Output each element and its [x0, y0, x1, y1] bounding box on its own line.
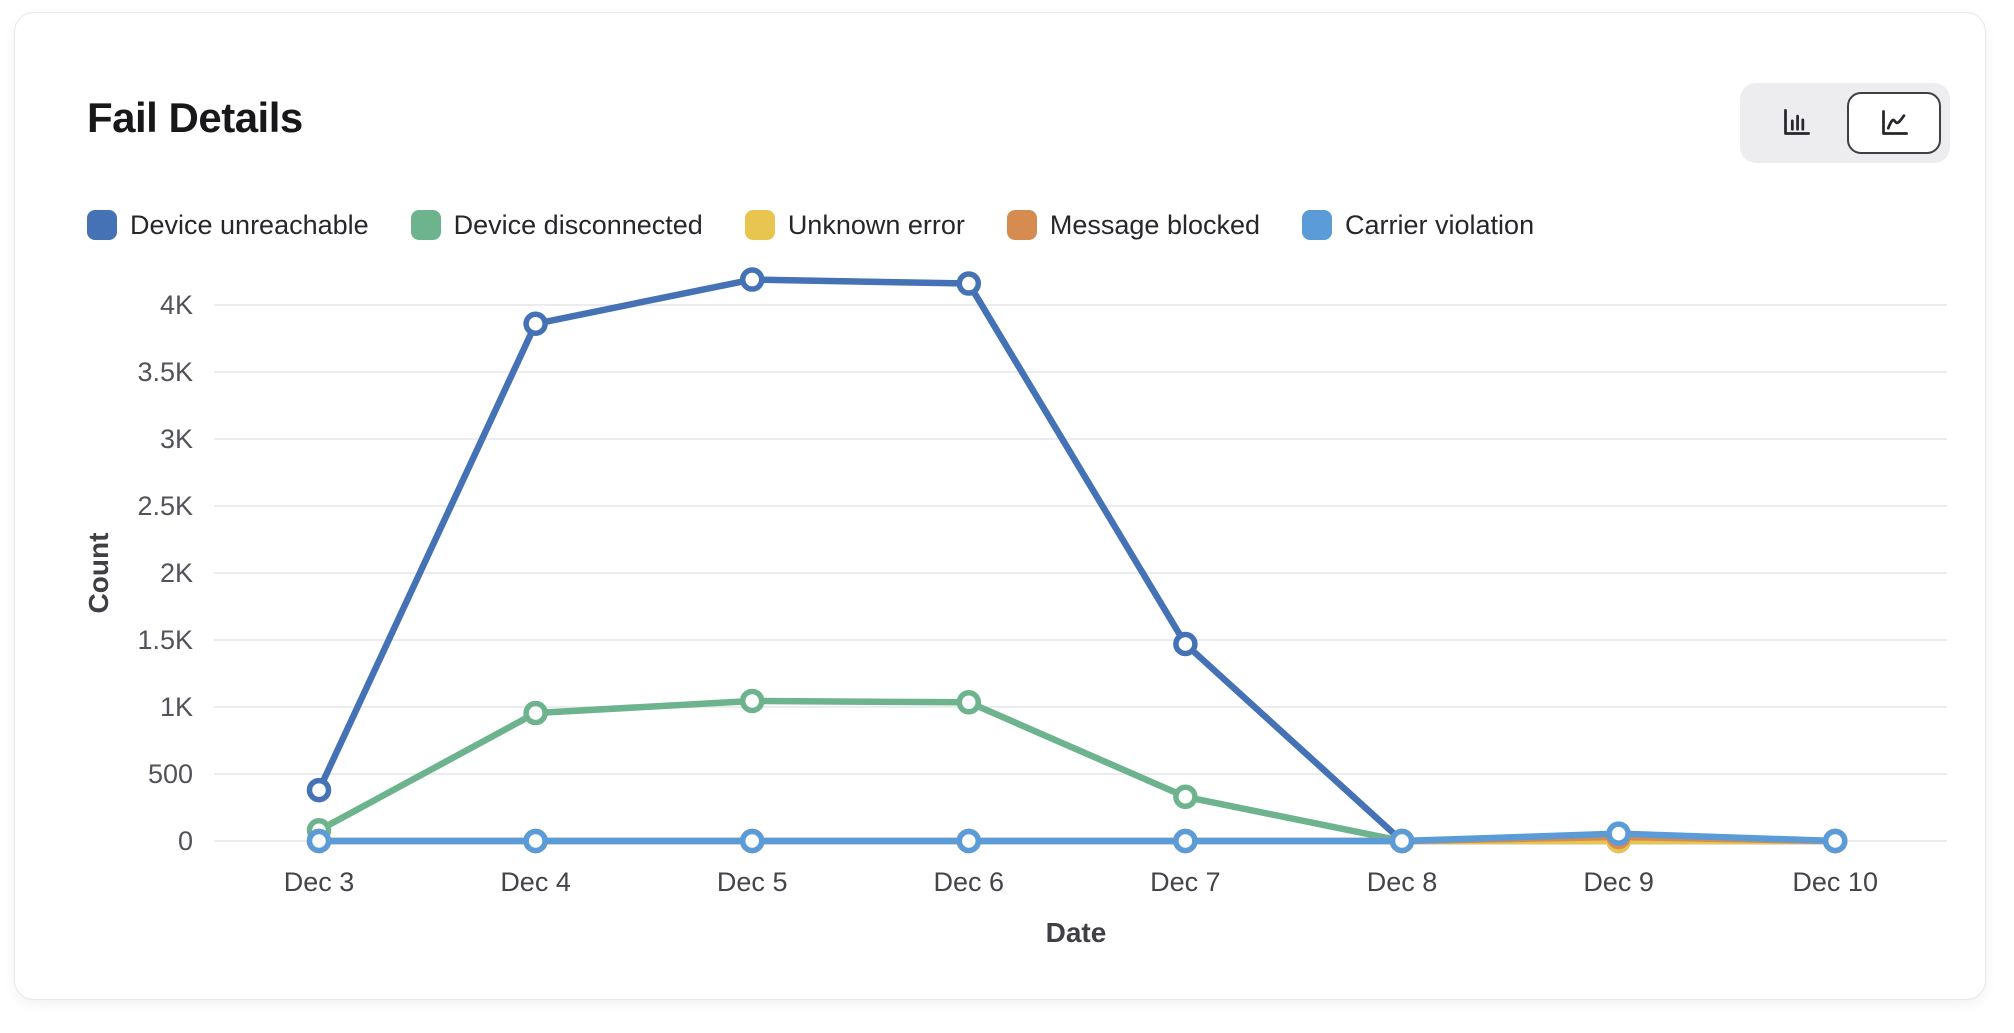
chart-type-toggle-group	[1740, 83, 1950, 163]
data-point-device-unreachable-dec-6	[956, 271, 982, 296]
series-line-device-disconnected	[315, 697, 1839, 845]
x-tick-label: Dec 4	[500, 867, 571, 897]
legend-swatch-icon	[1006, 210, 1037, 240]
y-tick-label: 2K	[160, 558, 193, 588]
data-point-device-unreachable-dec-5	[739, 267, 765, 292]
data-point-carrier-violation-dec-6	[956, 828, 982, 854]
data-point-device-disconnected-dec-6	[956, 690, 982, 715]
legend-label: Device unreachable	[130, 210, 369, 240]
data-point-device-unreachable-dec-7	[1173, 631, 1198, 657]
line-chart-icon	[1882, 110, 1908, 135]
fail-details-card: Fail Details Device unreachable Device di…	[14, 12, 1986, 1000]
data-point-carrier-violation-dec-7	[1173, 828, 1198, 854]
legend-swatch-icon	[744, 210, 775, 240]
x-tick-label: Dec 8	[1367, 867, 1438, 897]
y-tick-label: 3.5K	[137, 357, 193, 387]
x-tick-label: Dec 10	[1792, 867, 1878, 897]
series-line-carrier-violation	[315, 830, 1839, 845]
page-title: Fail Details	[87, 94, 303, 141]
data-point-device-disconnected-dec-4	[523, 700, 548, 726]
data-point-device-unreachable-dec-4	[523, 311, 548, 337]
y-tick-label: 1.5K	[137, 625, 193, 655]
legend-swatch-icon	[1302, 210, 1333, 240]
legend-label: Unknown error	[787, 210, 965, 240]
legend-label: Carrier violation	[1345, 210, 1535, 240]
data-point-device-disconnected-dec-7	[1173, 784, 1198, 810]
x-axis-title: Date	[1045, 917, 1107, 948]
legend-swatch-icon	[410, 210, 441, 240]
data-point-device-unreachable-dec-3	[306, 777, 332, 803]
line-chart-toggle-button[interactable]	[1847, 92, 1941, 154]
legend-label: Device disconnected	[453, 210, 703, 240]
y-tick-label: 500	[148, 759, 193, 789]
data-point-carrier-violation-dec-3	[306, 828, 332, 854]
x-tick-label: Dec 7	[1150, 867, 1221, 897]
legend-label: Message blocked	[1049, 210, 1261, 240]
x-tick-label: Dec 5	[717, 867, 788, 897]
data-point-carrier-violation-dec-4	[523, 828, 548, 854]
y-tick-label: 2.5K	[137, 491, 193, 521]
legend-item-carrier-violation[interactable]: Carrier violation	[1302, 210, 1534, 240]
x-tick-label: Dec 3	[284, 867, 355, 897]
legend-swatch-icon	[87, 210, 117, 240]
bar-chart-icon	[1784, 109, 1810, 135]
bar-chart-toggle-button[interactable]	[1749, 92, 1843, 154]
data-point-device-disconnected-dec-5	[739, 688, 765, 714]
y-tick-label: 4K	[160, 290, 193, 320]
legend-item-message-blocked[interactable]: Message blocked	[1006, 210, 1261, 240]
legend-item-device-disconnected[interactable]: Device disconnected	[410, 210, 703, 240]
series-line-device-unreachable	[315, 276, 1839, 845]
x-tick-label: Dec 6	[934, 867, 1005, 897]
data-point-carrier-violation-dec-9	[1606, 821, 1631, 846]
chart-legend: Device unreachable Device disconnected Unk…	[87, 210, 1534, 240]
data-point-carrier-violation-dec-10	[1822, 828, 1848, 854]
data-point-carrier-violation-dec-8	[1389, 828, 1415, 854]
legend-item-device-unreachable[interactable]: Device unreachable	[87, 210, 369, 240]
legend-item-unknown-error[interactable]: Unknown error	[744, 210, 965, 240]
y-tick-label: 0	[178, 826, 193, 856]
y-axis-title: Count	[83, 532, 114, 614]
x-tick-label: Dec 9	[1583, 867, 1654, 897]
y-tick-label: 1K	[160, 692, 193, 722]
y-tick-label: 3K	[160, 424, 193, 454]
data-point-carrier-violation-dec-5	[739, 828, 765, 854]
